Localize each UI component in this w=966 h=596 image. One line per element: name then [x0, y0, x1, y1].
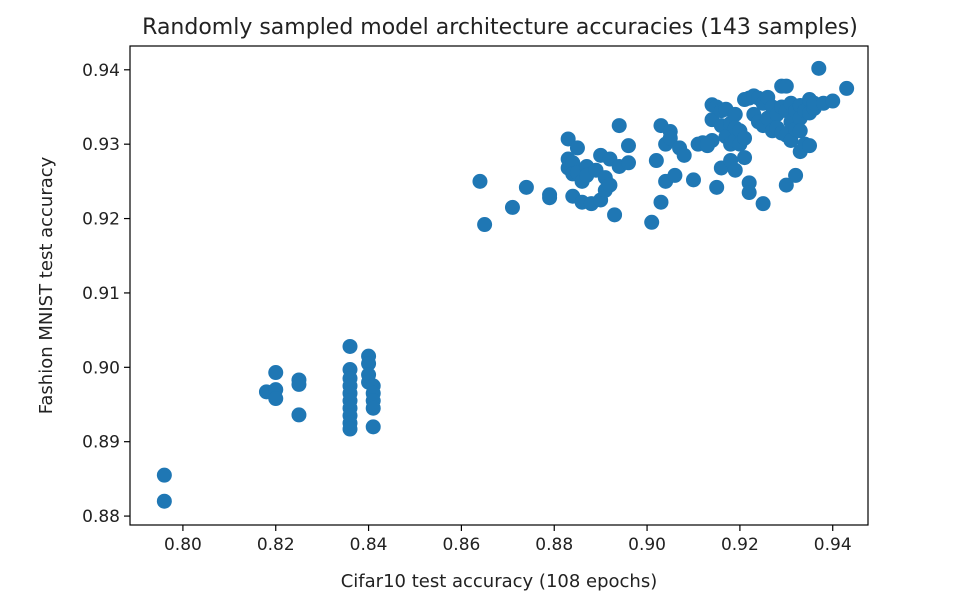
data-point	[518, 179, 534, 195]
data-point	[268, 365, 284, 381]
chart-title: Randomly sampled model architecture accu…	[142, 15, 858, 40]
x-tick-label: 0.80	[164, 535, 202, 555]
data-point	[620, 155, 636, 171]
data-point	[778, 78, 794, 94]
y-tick-label: 0.90	[82, 358, 120, 378]
data-point	[607, 207, 623, 223]
data-point	[667, 167, 683, 183]
data-point	[504, 199, 520, 215]
data-point	[542, 190, 558, 206]
data-points	[156, 60, 855, 509]
data-point	[653, 194, 669, 210]
data-point	[342, 338, 358, 354]
data-point	[648, 153, 664, 169]
data-point	[365, 400, 381, 416]
data-point	[569, 140, 585, 156]
data-point	[778, 177, 794, 193]
x-axis-label: Cifar10 test accuracy (108 epochs)	[341, 571, 658, 592]
data-point	[365, 419, 381, 435]
x-tick-label: 0.84	[350, 535, 388, 555]
plot-frame	[129, 45, 869, 526]
data-point	[727, 162, 743, 178]
data-point	[361, 356, 377, 372]
data-point	[342, 421, 358, 437]
data-point	[792, 123, 808, 139]
data-point	[611, 118, 627, 134]
data-point	[741, 185, 757, 201]
data-point	[602, 177, 618, 193]
y-axis-label: Fashion MNIST test accuracy	[36, 156, 57, 414]
x-tick-label: 0.92	[721, 535, 759, 555]
x-tick-label: 0.82	[257, 535, 295, 555]
data-point	[788, 167, 804, 183]
data-point	[291, 376, 307, 392]
y-tick-label: 0.88	[82, 507, 120, 527]
data-point	[560, 131, 576, 147]
data-point	[291, 407, 307, 423]
data-point	[662, 130, 678, 146]
data-point	[699, 136, 715, 152]
data-point	[620, 138, 636, 154]
data-point	[802, 138, 818, 154]
data-point	[676, 147, 692, 163]
x-tick-label: 0.88	[535, 535, 573, 555]
data-point	[825, 93, 841, 109]
data-point	[727, 106, 743, 122]
y-axis: 0.88 0.89 0.90 0.91 0.92 0.93 0.94	[82, 61, 130, 527]
y-tick-label: 0.93	[82, 135, 120, 155]
data-point	[839, 80, 855, 96]
y-tick-label: 0.91	[82, 284, 120, 304]
data-point	[644, 214, 660, 230]
y-tick-label: 0.94	[82, 61, 120, 81]
data-point	[737, 150, 753, 166]
data-point	[685, 172, 701, 188]
data-point	[472, 173, 488, 189]
x-tick-label: 0.90	[628, 535, 666, 555]
x-tick-label: 0.94	[814, 535, 852, 555]
data-point	[811, 60, 827, 76]
y-tick-label: 0.92	[82, 210, 120, 230]
y-tick-label: 0.89	[82, 433, 120, 453]
x-tick-label: 0.86	[442, 535, 480, 555]
data-point	[477, 217, 493, 233]
data-point	[268, 391, 284, 407]
data-point	[709, 179, 725, 195]
data-point	[156, 493, 172, 509]
x-axis: 0.80 0.82 0.84 0.86 0.88 0.90 0.92 0.94	[164, 525, 852, 555]
data-point	[156, 467, 172, 483]
data-point	[737, 130, 753, 146]
data-point	[755, 196, 771, 212]
